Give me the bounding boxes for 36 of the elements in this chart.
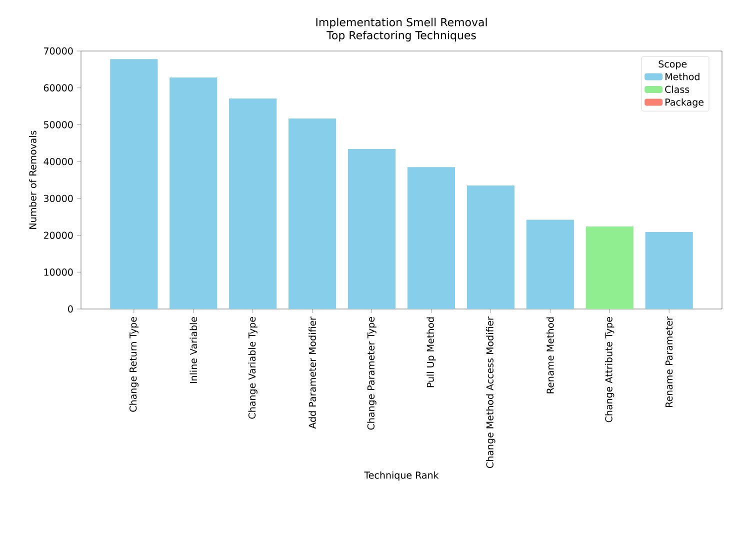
y-axis-title: Number of Removals — [29, 130, 36, 229]
bar — [466, 186, 514, 309]
bar — [288, 118, 336, 309]
x-tick-label: Add Parameter Modifier — [308, 316, 316, 429]
bar — [229, 98, 277, 309]
x-tick-label: Change Return Type — [129, 317, 139, 412]
x-tick-label: Change Parameter Type — [367, 317, 376, 430]
legend-title: Scope — [658, 60, 687, 70]
y-tick-label: 60000 — [44, 84, 73, 92]
x-tick-label: Rename Method — [546, 317, 554, 394]
legend-label: Method — [666, 72, 700, 80]
bar — [526, 220, 574, 309]
x-tick-label: Inline Variable — [190, 317, 198, 384]
bar — [645, 232, 693, 309]
x-tick-label: Change Method Access Modifier — [486, 316, 496, 468]
y-tick-label: 20000 — [44, 232, 73, 239]
x-axis-title: Technique Rank — [364, 471, 439, 481]
bar — [407, 167, 456, 309]
x-tick-label: Rename Parameter — [666, 316, 673, 408]
bar — [110, 59, 158, 309]
y-tick-label: 50000 — [44, 121, 73, 128]
chart-title: Implementation Smell Removal — [316, 18, 487, 28]
chart-subtitle: Top Refactoring Techniques — [326, 30, 476, 42]
y-tick-label: 40000 — [44, 158, 73, 166]
y-tick-label: 10000 — [44, 268, 73, 276]
x-tick-label: Pull Up Method — [426, 317, 436, 388]
bar — [348, 149, 396, 309]
legend-label: Class — [665, 86, 690, 93]
y-tick-label: 70000 — [44, 47, 73, 55]
x-tick-label: Change Attribute Type — [605, 317, 614, 422]
bar — [170, 78, 218, 309]
bar — [586, 226, 634, 309]
legend-label: Package — [666, 98, 704, 108]
x-tick-label: Change Variable Type — [248, 317, 258, 419]
y-tick-label: 0 — [68, 305, 73, 313]
y-tick-label: 30000 — [44, 194, 73, 202]
